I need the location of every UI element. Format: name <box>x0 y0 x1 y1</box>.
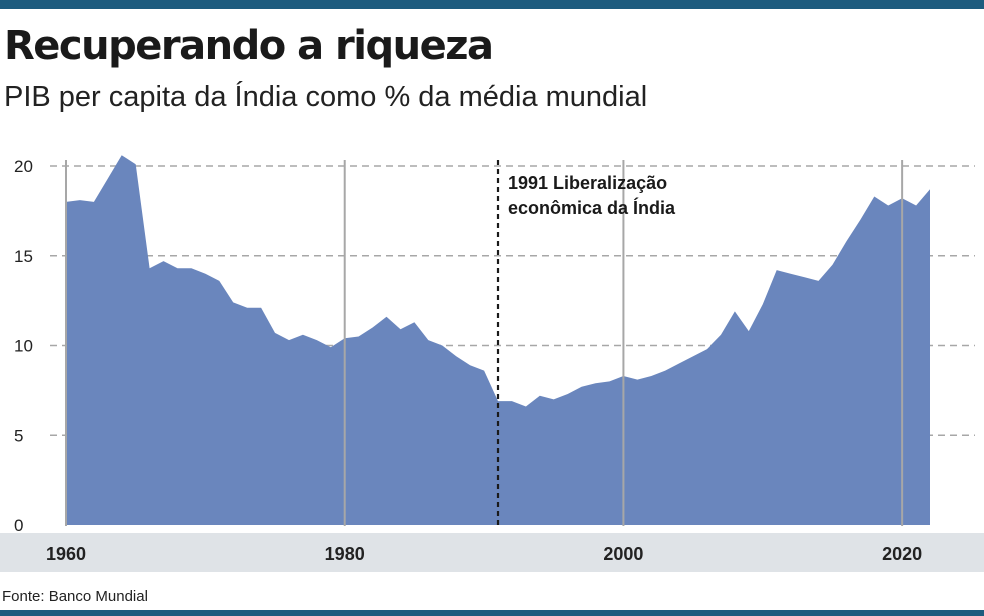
gdp-area-series <box>66 155 930 525</box>
source-note: Fonte: Banco Mundial <box>2 588 148 605</box>
y-tick-label-5: 5 <box>14 426 23 445</box>
y-tick-label-15: 15 <box>14 247 33 266</box>
x-axis-ticks: 1960 1980 2000 2020 <box>46 544 922 564</box>
x-axis-band <box>0 533 984 572</box>
top-accent-bar <box>0 0 984 9</box>
y-tick-label-20: 20 <box>14 157 33 176</box>
x-tick-label-2020: 2020 <box>882 544 922 564</box>
annotation-line-1: 1991 Liberalização <box>508 173 667 193</box>
x-tick-label-1960: 1960 <box>46 544 86 564</box>
y-tick-label-0: 0 <box>14 516 23 535</box>
annotation-line-2: econômica da Índia <box>508 197 676 218</box>
chart-subtitle: PIB per capita da Índia como % da média … <box>4 81 648 113</box>
bottom-accent-bar <box>0 610 984 616</box>
vertical-gridlines <box>65 160 904 526</box>
y-tick-label-10: 10 <box>14 337 33 356</box>
chart-title: Recuperando a riqueza <box>4 23 494 69</box>
liberalization-annotation: 1991 Liberalização econômica da Índia <box>508 173 676 218</box>
x-tick-label-2000: 2000 <box>603 544 643 564</box>
y-axis-ticks: 0 5 10 15 20 <box>14 157 33 535</box>
x-tick-label-1980: 1980 <box>325 544 365 564</box>
